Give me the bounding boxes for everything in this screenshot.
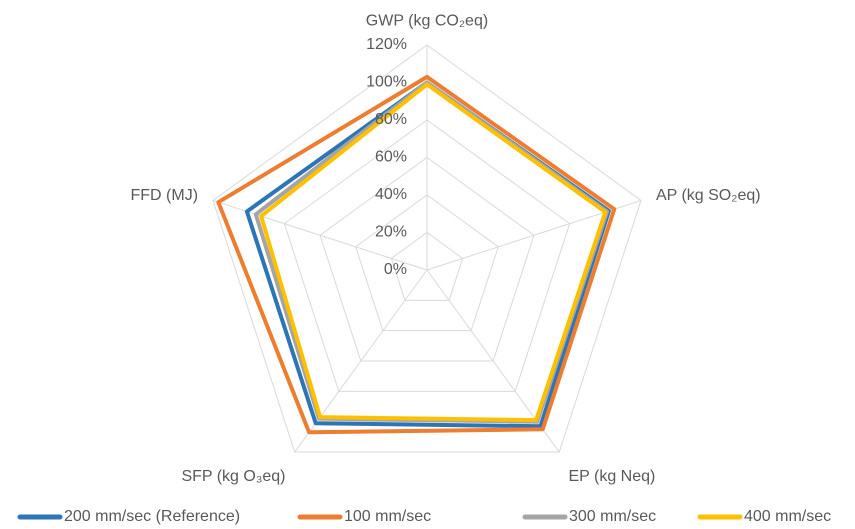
- series-line: [259, 82, 608, 423]
- category-label: GWP (kg CO₂eq): [366, 12, 488, 29]
- category-label: FFD (MJ): [131, 187, 199, 204]
- grid-line: [319, 156, 535, 362]
- y-tick-label: 40%: [375, 186, 407, 203]
- category-label: EP (kg Neq): [569, 468, 656, 485]
- y-tick-label: 0%: [384, 261, 407, 278]
- series-line: [216, 74, 617, 435]
- y-tick-label: 60%: [375, 149, 407, 166]
- legend-label: 100 mm/sec: [344, 508, 431, 525]
- grid-line: [283, 119, 571, 392]
- legend-label: 200 mm/sec (Reference): [64, 508, 240, 525]
- legend-label: 400 mm/sec: [744, 508, 831, 525]
- grid-line: [355, 194, 499, 332]
- category-label: SFP (kg O₃eq): [181, 468, 285, 485]
- grid-line: [212, 44, 642, 453]
- y-tick-label: 80%: [375, 111, 407, 128]
- legend-label: 300 mm/sec: [569, 508, 656, 525]
- y-tick-label: 20%: [375, 224, 407, 241]
- category-label: AP (kg SO₂eq): [656, 187, 761, 204]
- y-tick-label: 100%: [366, 74, 407, 91]
- y-tick-label: 120%: [366, 36, 407, 53]
- grid-line: [390, 231, 464, 301]
